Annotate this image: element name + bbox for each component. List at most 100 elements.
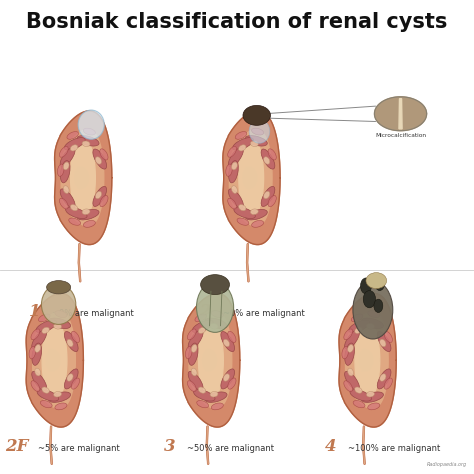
Ellipse shape xyxy=(226,164,232,176)
Ellipse shape xyxy=(223,339,229,346)
Text: ~0% are malignant: ~0% are malignant xyxy=(223,309,304,318)
Polygon shape xyxy=(199,320,223,400)
Ellipse shape xyxy=(353,281,393,339)
Ellipse shape xyxy=(347,368,354,376)
Ellipse shape xyxy=(54,323,62,329)
Ellipse shape xyxy=(368,403,380,410)
Ellipse shape xyxy=(377,331,391,352)
Ellipse shape xyxy=(345,371,359,391)
Ellipse shape xyxy=(60,147,75,167)
Ellipse shape xyxy=(187,381,196,392)
Ellipse shape xyxy=(349,320,370,333)
Polygon shape xyxy=(46,350,60,371)
Ellipse shape xyxy=(35,368,41,376)
Ellipse shape xyxy=(64,331,78,352)
Ellipse shape xyxy=(231,186,237,193)
Ellipse shape xyxy=(375,276,384,291)
Ellipse shape xyxy=(384,331,392,343)
Ellipse shape xyxy=(188,330,203,349)
Ellipse shape xyxy=(69,218,81,225)
Ellipse shape xyxy=(261,149,275,169)
Polygon shape xyxy=(26,293,83,427)
Ellipse shape xyxy=(355,327,362,334)
Text: 2: 2 xyxy=(199,303,211,320)
Ellipse shape xyxy=(195,314,207,322)
Ellipse shape xyxy=(42,327,49,334)
Ellipse shape xyxy=(201,274,229,294)
Polygon shape xyxy=(229,129,272,226)
Ellipse shape xyxy=(72,331,80,343)
Ellipse shape xyxy=(67,339,73,346)
Polygon shape xyxy=(42,320,67,400)
Ellipse shape xyxy=(41,284,76,324)
Ellipse shape xyxy=(49,392,71,402)
Ellipse shape xyxy=(32,330,46,349)
Ellipse shape xyxy=(93,186,107,207)
Polygon shape xyxy=(71,138,95,218)
Ellipse shape xyxy=(198,387,206,393)
Ellipse shape xyxy=(57,164,64,176)
Polygon shape xyxy=(346,312,388,409)
Text: Microcalcification: Microcalcification xyxy=(375,133,426,138)
Ellipse shape xyxy=(228,161,238,183)
Ellipse shape xyxy=(185,346,192,359)
Polygon shape xyxy=(399,99,402,129)
Ellipse shape xyxy=(360,278,372,294)
Ellipse shape xyxy=(350,390,372,401)
Ellipse shape xyxy=(362,318,383,328)
Ellipse shape xyxy=(355,387,362,393)
Polygon shape xyxy=(203,350,217,371)
Ellipse shape xyxy=(72,378,80,389)
Ellipse shape xyxy=(29,346,36,359)
Text: 1: 1 xyxy=(28,303,40,320)
Text: 2F: 2F xyxy=(5,438,28,456)
Ellipse shape xyxy=(54,392,62,397)
Ellipse shape xyxy=(368,310,380,318)
Ellipse shape xyxy=(237,218,249,225)
Ellipse shape xyxy=(246,210,267,220)
Ellipse shape xyxy=(37,390,59,401)
Ellipse shape xyxy=(228,146,237,157)
Ellipse shape xyxy=(64,137,85,150)
Ellipse shape xyxy=(250,209,258,215)
Ellipse shape xyxy=(70,204,78,211)
Ellipse shape xyxy=(46,281,71,294)
Text: Radiopaedia.org: Radiopaedia.org xyxy=(427,462,467,467)
Ellipse shape xyxy=(188,343,198,365)
Ellipse shape xyxy=(82,209,90,215)
Ellipse shape xyxy=(342,346,348,359)
Ellipse shape xyxy=(70,145,78,151)
Ellipse shape xyxy=(59,146,68,157)
Ellipse shape xyxy=(78,110,104,139)
Ellipse shape xyxy=(366,323,374,329)
Ellipse shape xyxy=(344,381,353,392)
Ellipse shape xyxy=(197,282,234,332)
Ellipse shape xyxy=(210,392,218,397)
Ellipse shape xyxy=(233,137,254,150)
Ellipse shape xyxy=(211,310,223,318)
Ellipse shape xyxy=(64,369,78,389)
Ellipse shape xyxy=(193,390,215,401)
Ellipse shape xyxy=(351,314,363,322)
Ellipse shape xyxy=(31,381,40,392)
Ellipse shape xyxy=(67,132,79,139)
Polygon shape xyxy=(61,129,104,226)
Ellipse shape xyxy=(192,320,213,333)
Ellipse shape xyxy=(205,392,227,402)
Ellipse shape xyxy=(83,220,95,228)
Ellipse shape xyxy=(55,403,67,410)
Ellipse shape xyxy=(249,119,270,143)
Polygon shape xyxy=(33,312,75,409)
Ellipse shape xyxy=(31,329,40,340)
Ellipse shape xyxy=(345,343,355,365)
Ellipse shape xyxy=(235,132,247,139)
Ellipse shape xyxy=(198,327,206,334)
Ellipse shape xyxy=(238,204,246,211)
Ellipse shape xyxy=(228,147,243,167)
Text: ~50% are malignant: ~50% are malignant xyxy=(187,444,274,453)
Ellipse shape xyxy=(228,331,236,343)
Ellipse shape xyxy=(100,149,108,160)
Polygon shape xyxy=(223,111,280,245)
Ellipse shape xyxy=(252,128,264,135)
Ellipse shape xyxy=(363,291,375,308)
